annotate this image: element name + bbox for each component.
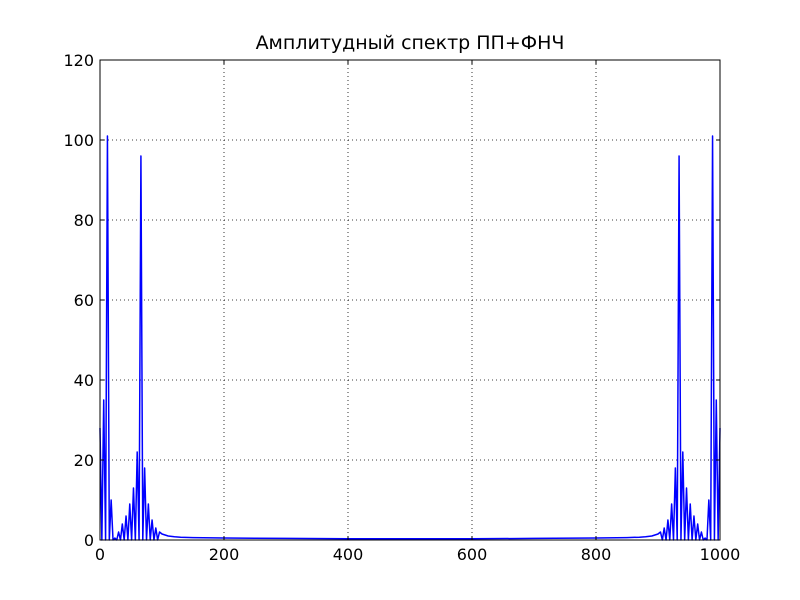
spectrum-series-line: [99, 135, 721, 541]
y-tick-label: 40: [74, 371, 94, 390]
y-tick-label: 80: [74, 211, 94, 230]
axis-ticks: 0 200 400 600 800 1000 0 20 40 60 80 100 120: [63, 51, 740, 564]
x-tick-label: 600: [457, 545, 488, 564]
x-tick-label: 1000: [700, 545, 741, 564]
plot-area: [99, 135, 721, 541]
y-tick-label: 120: [63, 51, 94, 70]
grid: [100, 60, 720, 540]
x-tick-label: 400: [333, 545, 364, 564]
chart-title: Амплитудный спектр ПП+ФНЧ: [256, 32, 565, 54]
x-tick-label: 200: [209, 545, 240, 564]
y-tick-label: 0: [84, 531, 94, 550]
y-tick-label: 100: [63, 131, 94, 150]
y-tick-label: 60: [74, 291, 94, 310]
x-tick-label: 0: [95, 545, 105, 564]
x-tick-label: 800: [581, 545, 612, 564]
y-tick-label: 20: [74, 451, 94, 470]
